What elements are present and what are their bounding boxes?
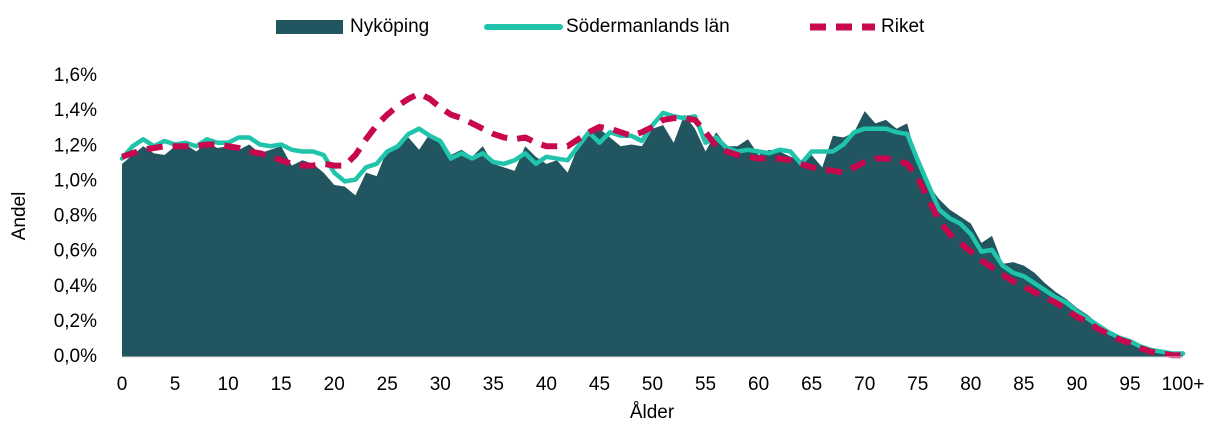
y-tick-label: 0,0%: [54, 346, 97, 367]
y-tick-label: 0,2%: [54, 311, 97, 332]
area: [122, 111, 1183, 357]
legend-swatch: [276, 20, 343, 34]
x-tick-label: 75: [907, 374, 928, 395]
legend-label: Nyköping: [350, 16, 429, 37]
line: [121, 90, 1183, 359]
y-tick-label: 0,8%: [54, 206, 97, 227]
y-tick-label: 0,4%: [54, 276, 97, 297]
x-tick-label: 25: [377, 374, 398, 395]
x-tick-label: 5: [170, 374, 181, 395]
x-tick-label: 90: [1066, 374, 1087, 395]
x-tick-label: 45: [589, 374, 610, 395]
line: [119, 110, 1186, 356]
x-tick-label: 85: [1013, 374, 1034, 395]
x-tick-label: 70: [854, 374, 875, 395]
x-tick-label: 50: [642, 374, 663, 395]
legend-label: Södermanlands län: [566, 16, 730, 37]
x-tick-label: 95: [1119, 374, 1140, 395]
y-tick-label: 1,0%: [54, 170, 97, 191]
y-tick-label: 1,2%: [54, 135, 97, 156]
x-tick-label: 55: [695, 374, 716, 395]
y-tick-label: 1,4%: [54, 100, 97, 121]
x-tick-label: 10: [218, 374, 239, 395]
x-tick-label: 65: [801, 374, 822, 395]
y-tick-label: 0,6%: [54, 241, 97, 262]
x-tick-label: 40: [536, 374, 557, 395]
x-tick-label: 35: [483, 374, 504, 395]
x-axis-title: Ålder: [630, 402, 675, 423]
x-tick-label: 100+: [1162, 374, 1205, 395]
x-tick-label: 0: [117, 374, 128, 395]
y-tick-label: 1,6%: [54, 65, 97, 86]
x-tick-label: 30: [430, 374, 451, 395]
x-tick-label: 80: [960, 374, 981, 395]
y-axis-title: Andel: [9, 192, 30, 241]
legend-label: Riket: [881, 16, 925, 37]
x-tick-label: 60: [748, 374, 769, 395]
x-tick-label: 20: [324, 374, 345, 395]
x-tick-label: 15: [271, 374, 292, 395]
